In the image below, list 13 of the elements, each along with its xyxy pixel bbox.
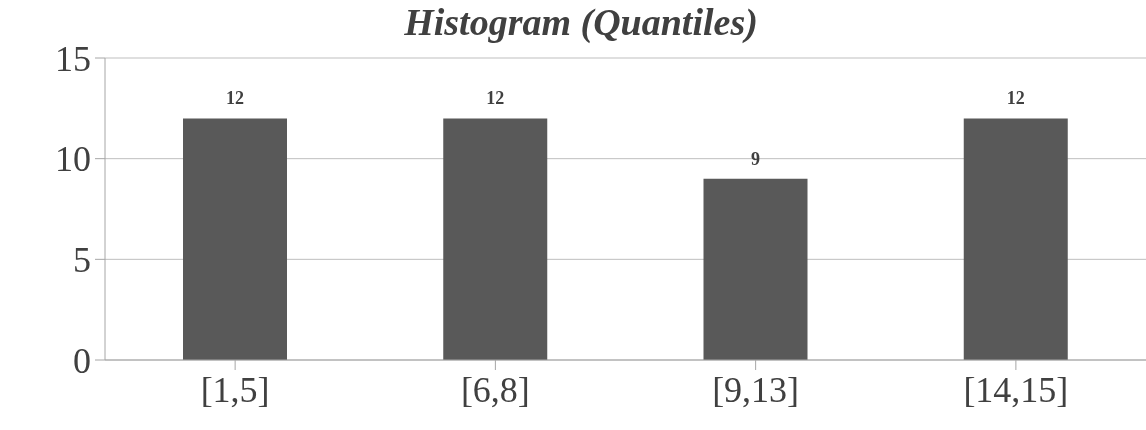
x-tick-label: [9,13]	[712, 369, 800, 410]
y-tick-label: 0	[73, 340, 91, 381]
x-tick-label: [1,5]	[200, 369, 270, 410]
data-label: 12	[1006, 88, 1025, 109]
x-tick-label: [6,8]	[460, 369, 530, 410]
y-tick-label: 10	[55, 139, 91, 180]
data-label: 9	[751, 148, 760, 169]
chart-title: Histogram (Quantiles)	[404, 1, 758, 43]
y-tick-label: 5	[73, 240, 91, 281]
data-label: 12	[486, 88, 505, 109]
data-label: 12	[226, 88, 244, 109]
x-tick-label: [14,15]	[963, 369, 1069, 410]
y-tick-label: 15	[55, 38, 91, 79]
